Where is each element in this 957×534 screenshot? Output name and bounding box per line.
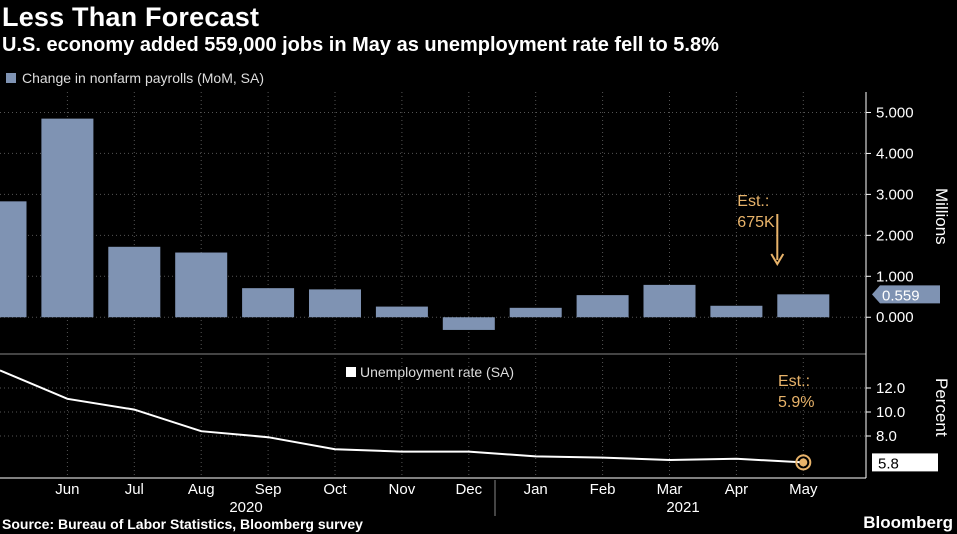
payrolls-legend-label: Change in nonfarm payrolls (MoM, SA): [22, 70, 264, 86]
line-y-axis-title: Percent: [932, 378, 951, 437]
bar: [509, 307, 562, 318]
chart-subtitle: U.S. economy added 559,000 jobs in May a…: [2, 34, 719, 56]
bar: [309, 289, 361, 318]
estimate-marker-dot: [799, 458, 808, 467]
source-note: Source: Bureau of Labor Statistics, Bloo…: [2, 516, 363, 532]
x-tick-label: Jun: [55, 481, 79, 498]
line-annotation-line1: Est.:: [778, 373, 810, 390]
bar: [0, 201, 27, 318]
x-tick-label: Feb: [590, 481, 616, 498]
unemployment-legend-label: Unemployment rate (SA): [360, 364, 515, 380]
x-tick-label: Oct: [323, 481, 347, 498]
bar-last-value: 0.559: [882, 287, 920, 304]
bar: [777, 294, 830, 318]
x-tick-label: Jul: [125, 481, 144, 498]
bar-ytick-label: 5.000: [876, 104, 914, 121]
bar: [643, 284, 696, 318]
x-tick-label: Mar: [657, 481, 683, 498]
x-tick-label: May: [789, 481, 818, 498]
bar: [108, 246, 161, 318]
annotation-arrow-head: [770, 253, 785, 266]
bar-annotation-line1: Est.:: [737, 193, 769, 210]
chart-title: Less Than Forecast: [2, 2, 260, 32]
bar: [375, 306, 428, 318]
line-ytick-label: 8.0: [876, 428, 897, 445]
bar: [175, 252, 228, 318]
x-tick-label: Dec: [455, 481, 482, 498]
x-tick-label: Nov: [389, 481, 416, 498]
bar: [710, 305, 763, 318]
bar-last-value-tag: [872, 285, 940, 304]
bar-ytick-label: 2.000: [876, 227, 914, 244]
unemployment-line: [0, 369, 804, 464]
bar-ytick-label: 1.000: [876, 268, 914, 285]
line-ytick-label: 12.0: [876, 380, 905, 397]
unemployment-legend-swatch: [346, 367, 356, 377]
year-label: 2020: [229, 499, 262, 516]
line-ytick-label: 10.0: [876, 404, 905, 421]
year-label: 2021: [666, 499, 699, 516]
payrolls-legend: Change in nonfarm payrolls (MoM, SA): [6, 70, 264, 86]
bar: [576, 295, 629, 318]
bar-ytick-label: 3.000: [876, 186, 914, 203]
bloomberg-logo: Bloomberg: [863, 513, 953, 532]
bar-ytick-label: 4.000: [876, 145, 914, 162]
bar-annotation-line2: 675K: [737, 214, 775, 231]
line-annotation-line2: 5.9%: [778, 394, 814, 411]
x-tick-label: Apr: [725, 481, 748, 498]
x-tick-label: Jan: [524, 481, 548, 498]
line-last-value-tag: [872, 453, 938, 472]
bar-y-axis-title: Millions: [932, 188, 951, 245]
bar: [442, 317, 495, 330]
bar: [242, 288, 295, 318]
bar-ytick-label: 0.000: [876, 309, 914, 326]
bar: [41, 118, 94, 318]
x-tick-label: Aug: [188, 481, 215, 498]
line-last-value: 5.8: [878, 455, 899, 472]
payrolls-legend-swatch: [6, 73, 16, 83]
estimate-marker-ring: [795, 454, 812, 471]
unemployment-legend: Unemployment rate (SA): [346, 364, 514, 380]
x-tick-label: Sep: [255, 481, 282, 498]
